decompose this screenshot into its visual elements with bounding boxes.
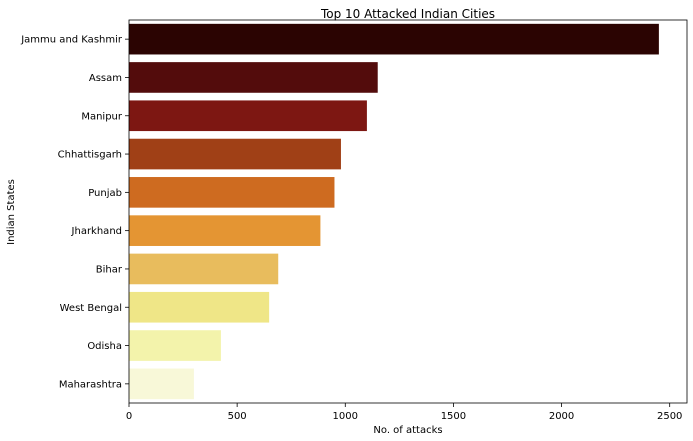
y-tick-label: Manipur bbox=[81, 111, 123, 122]
bar-manipur bbox=[129, 100, 367, 132]
x-tick-label: 2500 bbox=[657, 411, 682, 422]
x-ticks: 0 500 1000 1500 2000 2500 bbox=[126, 403, 682, 422]
chart-title: Top 10 Attacked Indian Cities bbox=[320, 7, 495, 21]
bar-jharkhand bbox=[129, 215, 321, 246]
y-tick-label: Chhattisgarh bbox=[58, 150, 122, 161]
bar-west-bengal bbox=[129, 291, 270, 323]
y-tick-label: West Bengal bbox=[60, 303, 122, 314]
y-tick-label: Jharkhand bbox=[71, 226, 122, 237]
bar-jammu-and-kashmir bbox=[129, 23, 659, 55]
y-tick-labels: Jammu and Kashmir Assam Manipur Chhattisgar… bbox=[20, 35, 129, 390]
bar-maharashtra bbox=[129, 368, 194, 400]
y-tick-label: Bihar bbox=[96, 264, 123, 275]
bars-group bbox=[129, 23, 659, 400]
bar-assam bbox=[129, 62, 378, 93]
x-tick-label: 1500 bbox=[441, 411, 466, 422]
x-tick-label: 2000 bbox=[549, 411, 574, 422]
y-tick-label: Punjab bbox=[88, 188, 122, 199]
x-axis-label: No. of attacks bbox=[373, 425, 442, 436]
y-tick-label: Maharashtra bbox=[59, 379, 122, 390]
bar-odisha bbox=[129, 330, 221, 361]
y-axis-label: Indian States bbox=[6, 179, 17, 245]
y-tick-label: Odisha bbox=[87, 341, 122, 352]
y-tick-label: Assam bbox=[89, 73, 122, 84]
x-tick-label: 0 bbox=[126, 411, 132, 422]
y-tick-label: Jammu and Kashmir bbox=[20, 35, 123, 46]
bar-punjab bbox=[129, 177, 335, 208]
bar-chhattisgarh bbox=[129, 138, 341, 170]
bar-bihar bbox=[129, 253, 279, 285]
plot-area-frame bbox=[128, 19, 688, 404]
x-tick-label: 500 bbox=[228, 411, 247, 422]
x-tick-label: 1000 bbox=[333, 411, 358, 422]
